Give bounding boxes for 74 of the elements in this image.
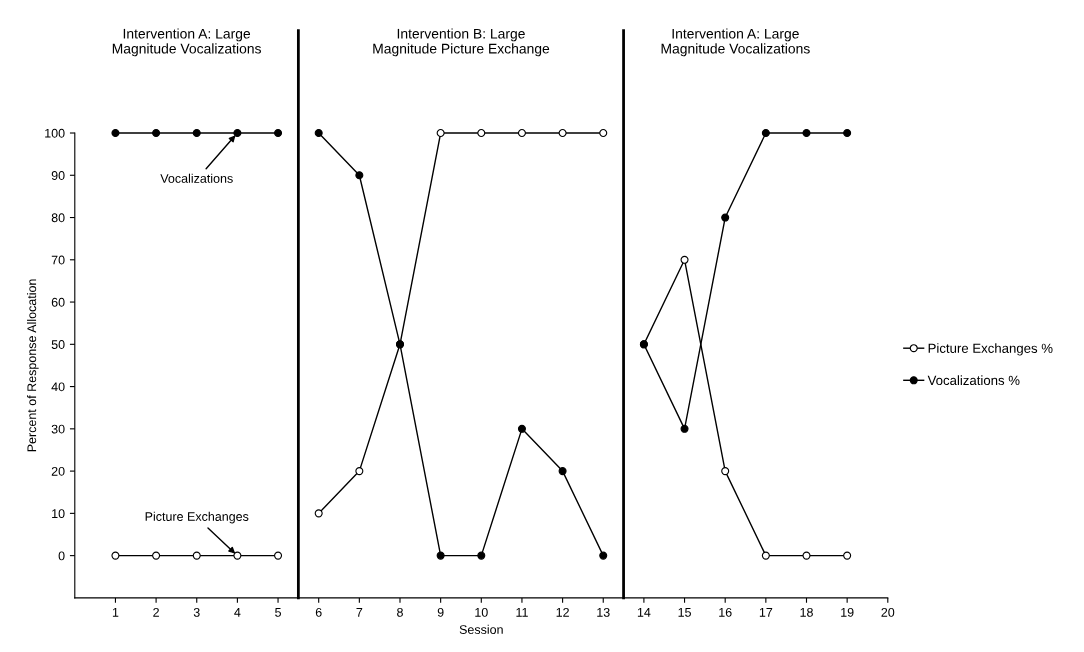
x-tick-label: 6 (315, 607, 322, 617)
y-tick-label: 30 (51, 424, 65, 434)
y-tick-label: 0 (58, 551, 65, 561)
point (233, 128, 242, 138)
point (436, 128, 445, 138)
point (761, 128, 770, 138)
text: Intervention A: Large Magnitude Vocalizations (661, 28, 810, 57)
x-tick-label: 4 (234, 608, 241, 617)
x-tick-label: 18 (800, 607, 813, 617)
x-tick-label: 2 (153, 607, 159, 617)
point (111, 551, 120, 560)
y-tick-label: 40 (51, 382, 65, 392)
point (274, 551, 283, 560)
point (355, 467, 364, 476)
point (152, 551, 161, 560)
point (843, 551, 852, 560)
x-tick-label: 13 (597, 607, 610, 617)
y-tick-label: 70 (51, 255, 65, 265)
x-tick-label: 14 (637, 608, 651, 617)
point (558, 128, 567, 138)
text: Intervention B: Large Magnitude Picture Exchange (373, 28, 550, 57)
x-tick-label: 3 (193, 607, 200, 617)
annotation: Picture Exchanges (145, 511, 249, 524)
point (802, 551, 811, 560)
y-tick-label: 80 (51, 213, 65, 223)
point (802, 128, 811, 138)
point (436, 551, 445, 560)
x-tick-label: 5 (275, 608, 281, 617)
legend-label: Vocalizations % (927, 375, 1020, 386)
point (274, 128, 283, 138)
x-tick-label: 10 (475, 607, 488, 617)
legend-label: Picture Exchanges % (928, 343, 1053, 356)
point (721, 213, 730, 222)
point (233, 551, 242, 560)
y-tick-label: 50 (51, 340, 65, 349)
point (477, 128, 486, 138)
x-tick-label: 17 (759, 608, 773, 617)
point (192, 551, 201, 560)
x-axis-title: Session (459, 624, 503, 634)
x-tick-label: 7 (356, 608, 363, 617)
point (314, 509, 323, 518)
x-tick-label: 12 (556, 607, 569, 617)
y-axis-title: Percent of Response Allocation (27, 279, 39, 452)
point (477, 551, 486, 560)
x-tick-label: 19 (841, 607, 854, 617)
y-tick-label: 10 (52, 509, 65, 519)
annotation: Vocalizations (160, 173, 233, 183)
point (355, 171, 364, 180)
y-tick-label: 90 (51, 171, 65, 180)
x-tick-label: 20 (881, 607, 895, 617)
point (680, 255, 689, 264)
point (558, 467, 567, 476)
point (843, 128, 852, 138)
x-tick-label: 15 (678, 608, 691, 617)
x-tick-label: 8 (397, 607, 403, 617)
point (192, 128, 201, 138)
x-tick-label: 1 (112, 608, 119, 617)
text: Intervention A: Large Magnitude Vocalizations (112, 28, 261, 57)
point (721, 467, 730, 476)
point (517, 424, 526, 433)
point (111, 128, 120, 138)
y-tick-label: 20 (51, 466, 65, 476)
point (517, 128, 526, 138)
point (314, 128, 323, 138)
x-tick-label: 11 (516, 608, 528, 617)
x-tick-label: 9 (437, 607, 444, 617)
point (152, 128, 161, 138)
y-tick-label: 60 (51, 297, 65, 307)
point (680, 424, 689, 433)
point (761, 551, 770, 560)
point (599, 551, 608, 560)
x-tick-label: 16 (719, 607, 732, 617)
y-tick-label: 100 (45, 128, 65, 138)
point (599, 128, 608, 138)
